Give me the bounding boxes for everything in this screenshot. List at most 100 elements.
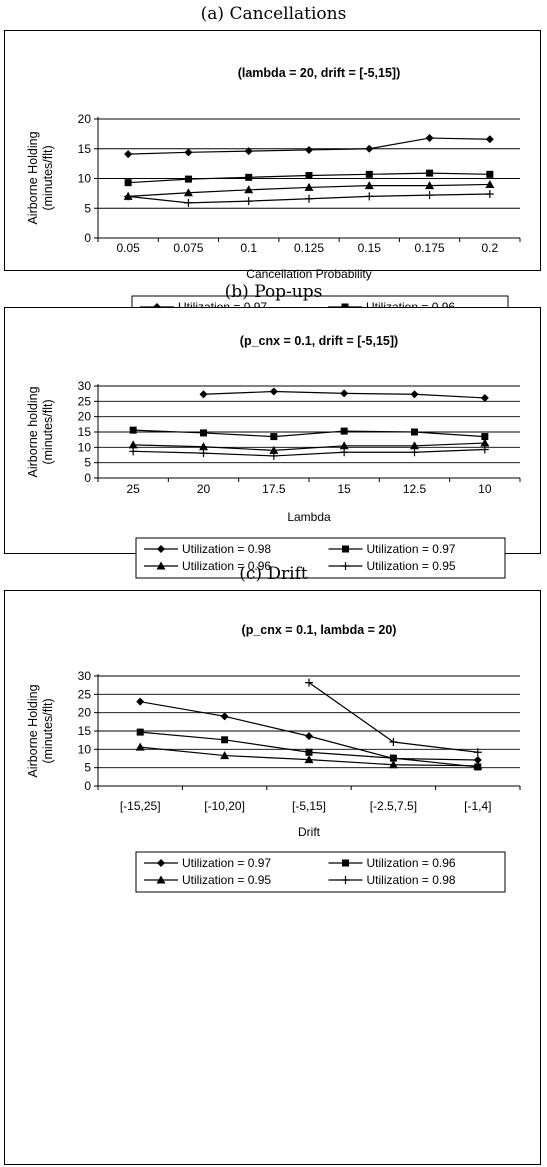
- legend-entry-1: Utilization = 0.96: [328, 856, 456, 870]
- x-axis-label: Lambda: [287, 510, 331, 524]
- data-point-square: [184, 175, 192, 183]
- data-point-square: [365, 170, 373, 178]
- y-tick-label: 25: [78, 394, 92, 408]
- data-point-plus: [129, 447, 138, 456]
- y-tick-label: 0: [84, 471, 91, 485]
- x-tick-label: 0.2: [482, 241, 499, 255]
- x-tick-label: 20: [197, 482, 211, 496]
- data-point-diamond: [410, 390, 419, 399]
- legend-label: Utilization = 0.98: [182, 542, 271, 556]
- x-tick-label: 12.5: [403, 482, 427, 496]
- legend-marker-plus: [341, 562, 350, 570]
- data-point-diamond: [220, 712, 229, 721]
- data-point-diamond: [184, 148, 193, 157]
- chart-panel-drift: (p_cnx = 0.1, lambda = 20) 0 5 10 15 20 25 30 [-…: [4, 590, 541, 1165]
- y-axis-label-line1: Airborne holding: [26, 386, 40, 477]
- chart-svg-drift: (p_cnx = 0.1, lambda = 20) 0 5 10 15 20 25 30 [-…: [26, 623, 521, 893]
- y-axis-label-line2: (minutes/flt): [41, 698, 55, 763]
- data-point-square: [389, 754, 397, 762]
- series-2: [123, 179, 495, 200]
- legend-marker-diamond: [157, 859, 165, 867]
- x-tick-label: 25: [126, 482, 140, 496]
- data-point-plus: [425, 191, 434, 200]
- y-tick-label: 15: [78, 724, 92, 738]
- series-3: [124, 189, 494, 207]
- series-3: [305, 678, 482, 757]
- x-tick-label: 0.1: [240, 241, 257, 255]
- data-point-plus: [184, 198, 193, 207]
- data-point-square: [305, 748, 313, 756]
- series-3: [129, 445, 489, 460]
- series-0: [124, 134, 494, 159]
- series-1: [129, 426, 489, 441]
- data-point-plus: [365, 192, 374, 201]
- y-tick-label: 30: [78, 379, 92, 393]
- y-tick-label: 5: [84, 456, 91, 470]
- legend-label: Utilization = 0.95: [367, 559, 456, 573]
- data-point-plus: [410, 448, 419, 457]
- data-point-diamond: [269, 387, 278, 396]
- series-2: [128, 438, 490, 454]
- data-point-square: [305, 172, 313, 180]
- data-point-plus: [480, 445, 489, 454]
- chart-title: (lambda = 20, drift = [-5,15]): [238, 66, 401, 80]
- x-tick-label: [-2.5,7.5]: [370, 799, 417, 813]
- data-point-triangle: [425, 181, 435, 190]
- y-axis-label-line2: (minutes/flt): [41, 399, 55, 464]
- chart-panel-cancellations: (lambda = 20, drift = [-5,15]) 0 5 10 15 20 0.…: [4, 30, 541, 337]
- y-tick-label: 15: [78, 142, 92, 156]
- data-point-triangle: [269, 445, 279, 454]
- legend-marker-plus: [341, 876, 350, 884]
- y-tick-label: 10: [78, 172, 92, 186]
- x-tick-label: 15: [337, 482, 351, 496]
- data-point-triangle: [199, 442, 208, 451]
- y-tick-label: 5: [84, 201, 91, 215]
- data-point-plus: [340, 448, 349, 457]
- series-line-3: [133, 448, 485, 457]
- legend-entry-2: Utilization = 0.96: [144, 559, 271, 573]
- data-point-square: [124, 179, 132, 187]
- data-point-plus: [269, 451, 278, 460]
- x-axis-label: Drift: [298, 825, 321, 839]
- legend-entry-0: Utilization = 0.98: [144, 542, 271, 556]
- data-point-triangle: [220, 751, 230, 760]
- legend-entry-3: Utilization = 0.95: [328, 559, 456, 573]
- legend-marker-square: [342, 545, 349, 553]
- y-tick-label: 0: [84, 231, 91, 245]
- chart-panel-popups: (p_cnx = 0.1, drift = [-5,15]) 0 5 10 15 20 25…: [4, 307, 541, 579]
- legend-marker-diamond: [157, 545, 165, 553]
- chart-svg-cancellations: (lambda = 20, drift = [-5,15]) 0 5 10 15 20 0.…: [26, 66, 521, 337]
- data-point-triangle: [485, 179, 495, 188]
- y-axis-label: Airborne Holding (minutes/flt): [26, 131, 55, 224]
- x-axis-label: Cancellation Probability: [246, 267, 371, 281]
- x-tick-label: [-1,4]: [464, 799, 491, 813]
- data-point-square: [270, 433, 278, 441]
- series-line-2: [133, 442, 485, 452]
- y-tick-label: 15: [78, 425, 92, 439]
- legend-entry-0: Utilization = 0.97: [144, 856, 271, 870]
- x-tick-label: 17.5: [262, 482, 286, 496]
- legend-marker-triangle: [156, 875, 166, 884]
- data-point-triangle: [244, 185, 254, 194]
- x-tick-label: [-5,15]: [292, 799, 326, 813]
- data-point-square: [486, 170, 494, 178]
- legend-label: Utilization = 0.96: [182, 559, 271, 573]
- legend-marker-square: [342, 859, 349, 867]
- x-tick-label: [-10,20]: [204, 799, 245, 813]
- data-point-plus: [244, 197, 253, 206]
- y-tick-label: 25: [78, 687, 92, 701]
- figure-caption-a: (a) Cancellations: [200, 4, 347, 24]
- legend-box: [135, 537, 506, 579]
- figure-caption-b: (b) Pop-ups: [224, 282, 323, 302]
- data-point-triangle: [128, 440, 138, 449]
- data-point-triangle: [480, 438, 490, 447]
- y-axis-label-line1: Airborne Holding: [26, 684, 40, 777]
- data-point-triangle: [135, 742, 145, 751]
- data-point-plus: [305, 678, 313, 687]
- data-point-diamond: [136, 697, 145, 706]
- data-point-plus: [473, 748, 482, 757]
- y-tick-label: 5: [84, 761, 91, 775]
- data-point-plus: [485, 189, 494, 198]
- data-point-diamond: [365, 144, 374, 153]
- data-point-triangle: [410, 441, 419, 450]
